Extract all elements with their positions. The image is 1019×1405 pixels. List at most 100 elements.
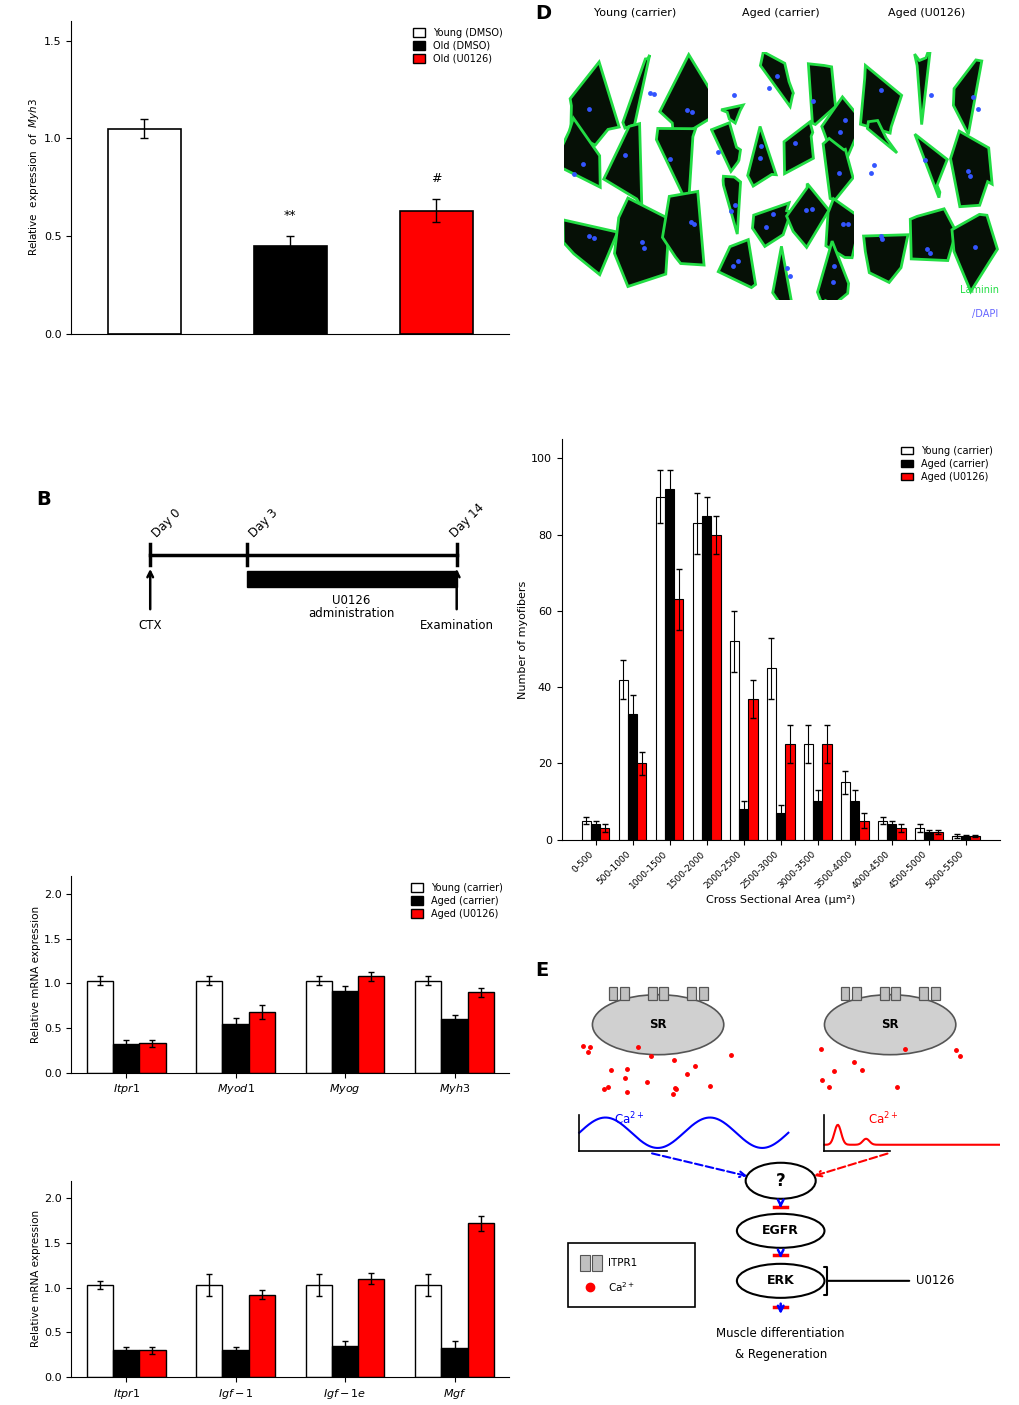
Ellipse shape [745,1163,815,1198]
Bar [877,821,887,840]
Bar [415,1286,441,1377]
Text: Day 14: Day 14 [447,500,486,540]
Bar [887,825,896,840]
Text: SR: SR [880,1019,898,1031]
Y-axis label: Relative mRNA expression: Relative mRNA expression [32,906,41,1043]
Bar [306,981,331,1072]
FancyBboxPatch shape [568,1243,695,1307]
Bar [729,642,739,840]
FancyBboxPatch shape [930,988,938,1000]
FancyBboxPatch shape [851,988,860,1000]
Bar [849,801,859,840]
Text: ITPR1: ITPR1 [607,1257,637,1267]
Bar [664,489,674,840]
Bar [467,1224,493,1377]
Ellipse shape [592,995,723,1055]
Bar [812,801,821,840]
Bar [840,783,849,840]
Bar [923,832,932,840]
Y-axis label: Number of myofibers: Number of myofibers [518,580,528,698]
Text: U0126: U0126 [915,1274,954,1287]
Text: /DAPI: /DAPI [971,309,998,319]
Text: E: E [535,961,548,979]
Bar [914,828,923,840]
Bar [951,836,960,840]
Polygon shape [860,66,901,133]
Bar [87,981,113,1072]
Polygon shape [822,139,852,200]
Polygon shape [661,191,703,266]
Bar [222,1023,249,1072]
Polygon shape [562,219,618,275]
Bar [581,821,590,840]
Text: ?: ? [775,1172,785,1190]
Polygon shape [570,62,619,145]
Text: Aged (U0126): Aged (U0126) [888,8,964,18]
Text: Ca$^{2+}$: Ca$^{2+}$ [607,1280,634,1294]
Text: & Regeneration: & Regeneration [734,1347,826,1361]
Polygon shape [825,198,860,257]
FancyBboxPatch shape [620,988,628,1000]
Ellipse shape [823,995,955,1055]
Polygon shape [909,209,955,260]
Text: Aged (carrier): Aged (carrier) [741,8,818,18]
Bar [785,745,794,840]
Bar [196,1286,222,1377]
Bar [331,1346,358,1377]
Polygon shape [914,44,930,125]
Text: Muscle differentiation: Muscle differentiation [715,1326,844,1340]
Legend: Young (carrier), Aged (carrier), Aged (U0126): Young (carrier), Aged (carrier), Aged (U… [899,444,994,483]
Bar [766,669,775,840]
FancyBboxPatch shape [891,988,900,1000]
Text: Young (carrier): Young (carrier) [593,8,676,18]
Bar [87,1286,113,1377]
FancyBboxPatch shape [580,1255,589,1272]
Text: Ca$^{2+}$: Ca$^{2+}$ [613,1111,644,1127]
Polygon shape [720,105,743,124]
Bar [113,1044,140,1072]
Polygon shape [553,118,599,187]
Bar [358,1279,384,1377]
Bar [619,680,628,840]
Polygon shape [759,52,793,107]
Bar [821,745,830,840]
Polygon shape [659,55,721,140]
Bar [859,821,868,840]
Bar [331,991,358,1072]
Text: B: B [37,490,51,510]
Polygon shape [772,246,792,309]
Polygon shape [747,126,775,185]
FancyBboxPatch shape [879,988,888,1000]
Legend: Young (carrier), Aged (carrier), Aged (U0126): Young (carrier), Aged (carrier), Aged (U… [409,881,503,920]
Polygon shape [613,198,668,287]
Bar [222,1350,249,1377]
Text: U0126: U0126 [332,594,371,607]
Bar [932,832,942,840]
Bar [306,1286,331,1377]
Bar [254,246,326,334]
Bar [196,981,222,1072]
Text: Examination: Examination [419,618,493,632]
Text: D: D [535,4,551,24]
X-axis label: Cross Sectional Area (μm²): Cross Sectional Area (μm²) [705,895,855,905]
Polygon shape [816,242,848,306]
Bar [247,570,457,587]
Ellipse shape [736,1264,823,1298]
Text: #: # [431,173,441,185]
Bar [655,496,664,840]
FancyBboxPatch shape [592,1255,601,1272]
Text: EGFR: EGFR [761,1224,798,1238]
Polygon shape [752,202,790,246]
Polygon shape [717,240,755,288]
Bar [358,976,384,1072]
Polygon shape [953,60,981,135]
FancyBboxPatch shape [687,988,696,1000]
Polygon shape [603,124,641,208]
Text: ERK: ERK [766,1274,794,1287]
Bar [441,1019,467,1072]
FancyBboxPatch shape [608,988,616,1000]
Bar [599,828,608,840]
Bar [399,211,472,334]
Bar [415,981,441,1072]
Bar [701,516,710,840]
